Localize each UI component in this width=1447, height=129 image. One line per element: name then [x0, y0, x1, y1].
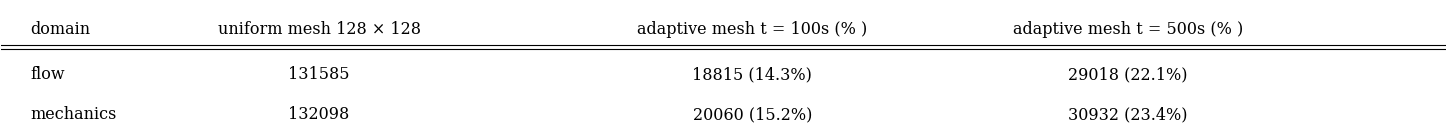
Text: 30932 (23.4%): 30932 (23.4%) — [1068, 106, 1188, 123]
Text: adaptive mesh t = 500s (% ): adaptive mesh t = 500s (% ) — [1013, 21, 1243, 38]
Text: adaptive mesh t = 100s (% ): adaptive mesh t = 100s (% ) — [637, 21, 868, 38]
Text: 132098: 132098 — [288, 106, 350, 123]
Text: 18815 (14.3%): 18815 (14.3%) — [693, 66, 812, 83]
Text: flow: flow — [30, 66, 65, 83]
Text: domain: domain — [30, 21, 90, 38]
Text: mechanics: mechanics — [30, 106, 117, 123]
Text: 20060 (15.2%): 20060 (15.2%) — [693, 106, 812, 123]
Text: 131585: 131585 — [288, 66, 350, 83]
Text: 29018 (22.1%): 29018 (22.1%) — [1068, 66, 1188, 83]
Text: uniform mesh 128 × 128: uniform mesh 128 × 128 — [217, 21, 421, 38]
